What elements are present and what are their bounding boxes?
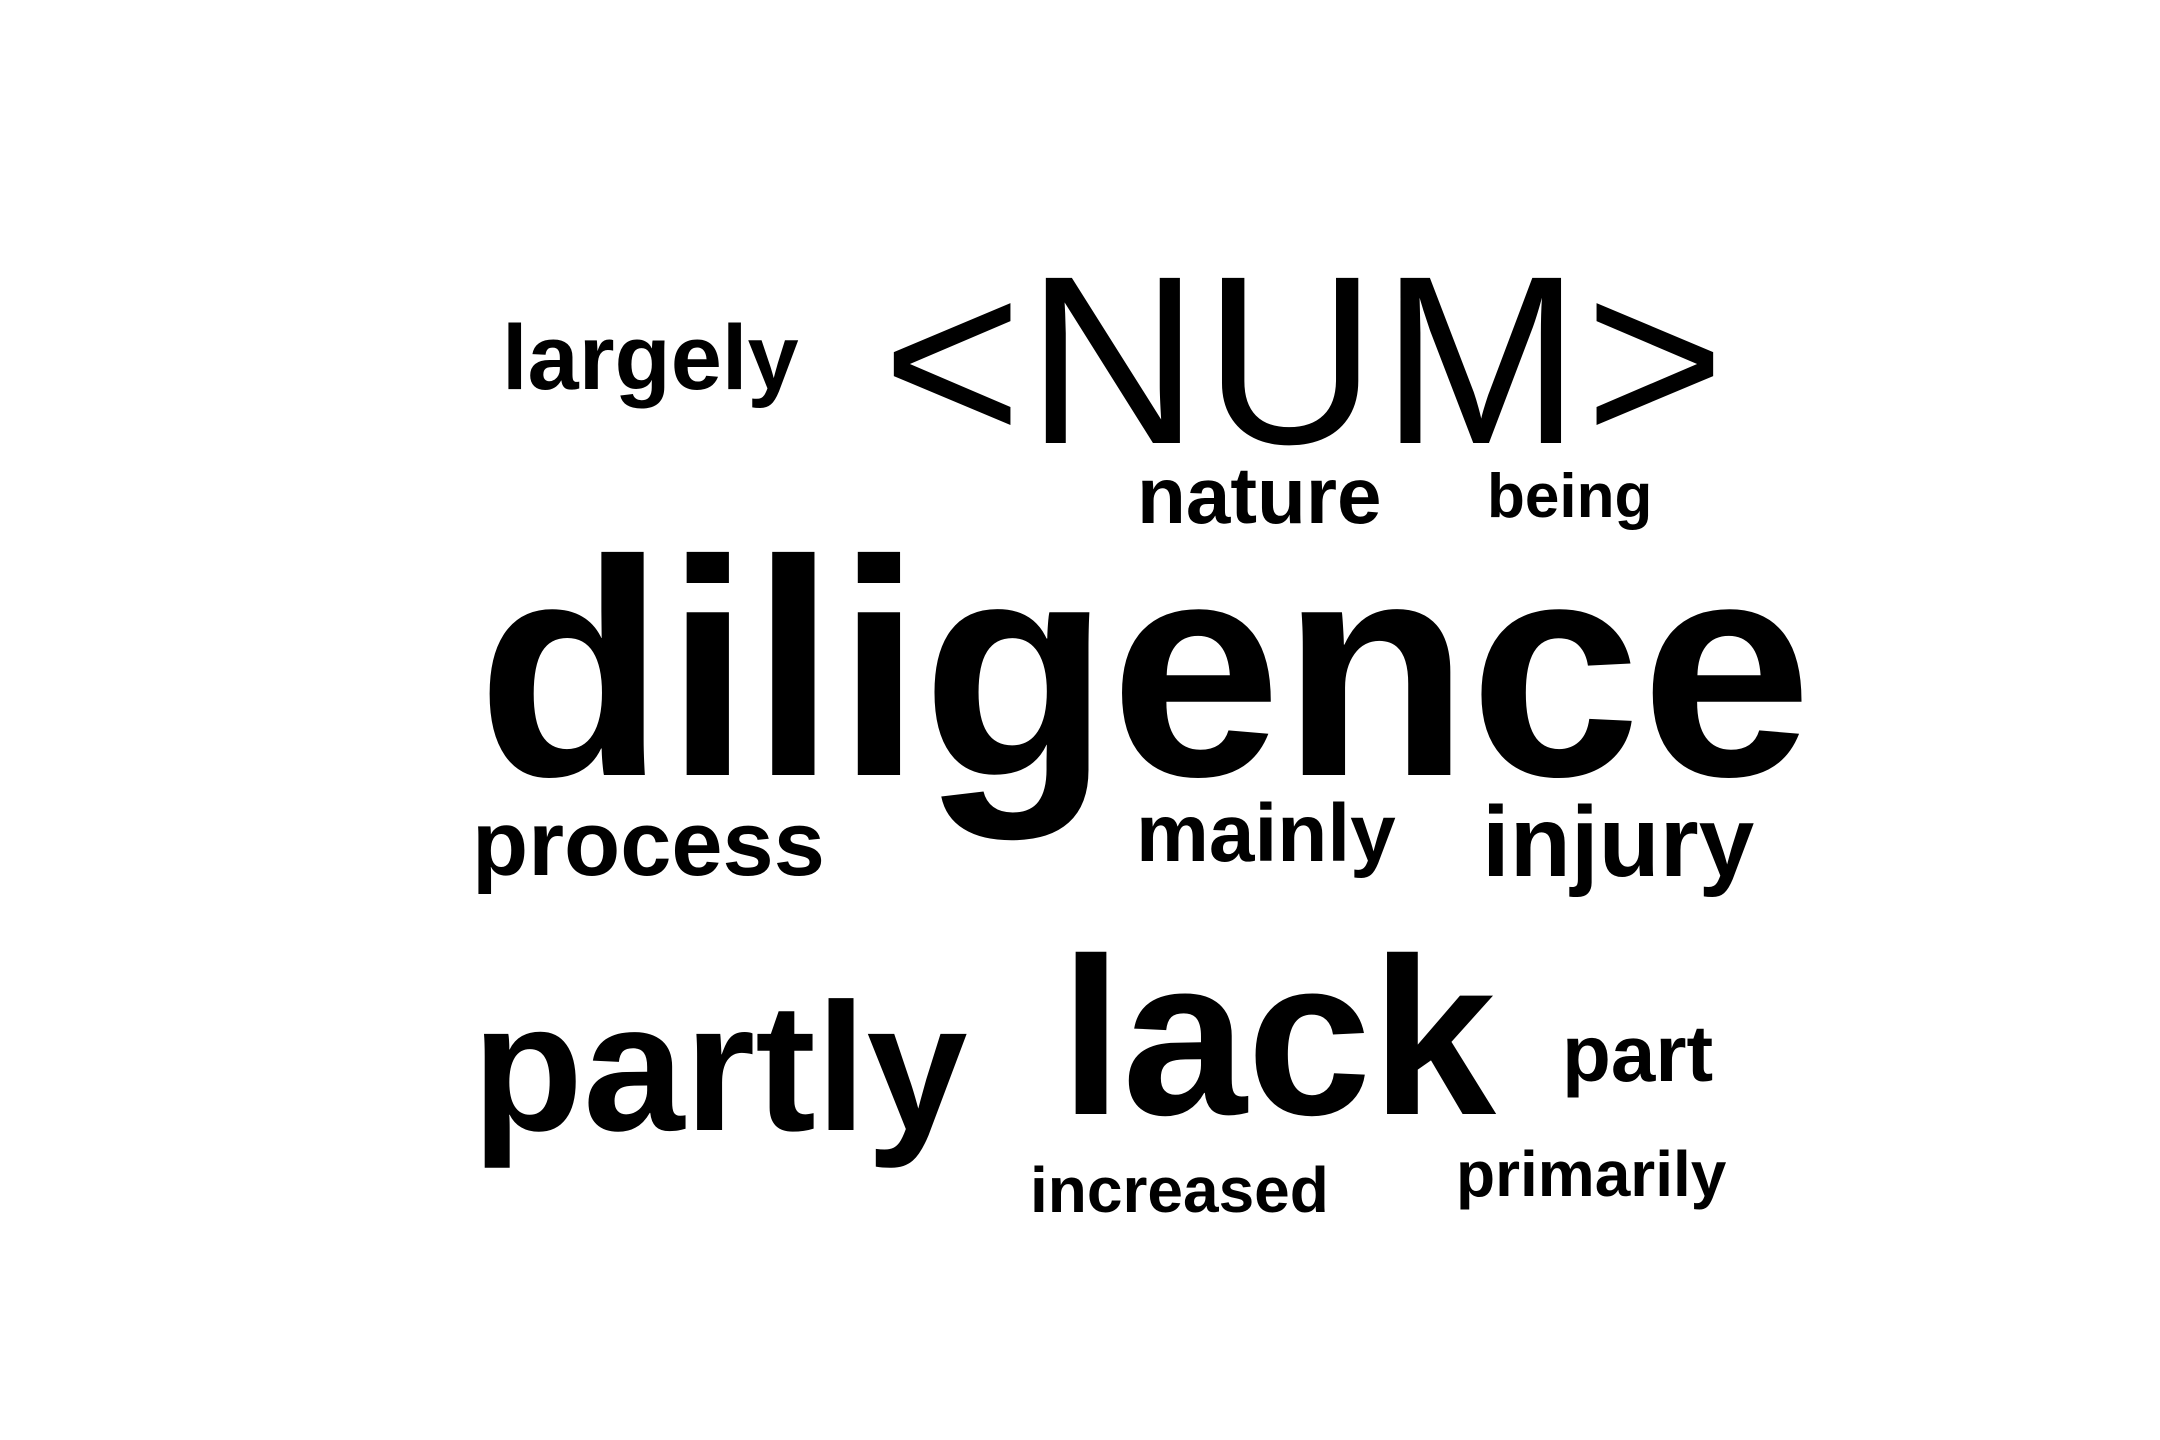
word-largely: largely xyxy=(502,307,799,409)
word-diligence: diligence xyxy=(477,497,1813,841)
word-lack: lack xyxy=(1060,912,1496,1162)
word-injury: injury xyxy=(1482,786,1755,898)
word-increased: increased xyxy=(1030,1154,1329,1226)
word-mainly: mainly xyxy=(1136,788,1396,879)
word-num: <NUM> xyxy=(882,226,1729,494)
word-part: part xyxy=(1562,1009,1714,1098)
word-partly: partly xyxy=(472,965,968,1169)
word-being: being xyxy=(1487,462,1653,531)
word-primarily: primarily xyxy=(1456,1138,1727,1210)
word-process: process xyxy=(472,793,825,895)
word-nature: nature xyxy=(1137,451,1382,540)
